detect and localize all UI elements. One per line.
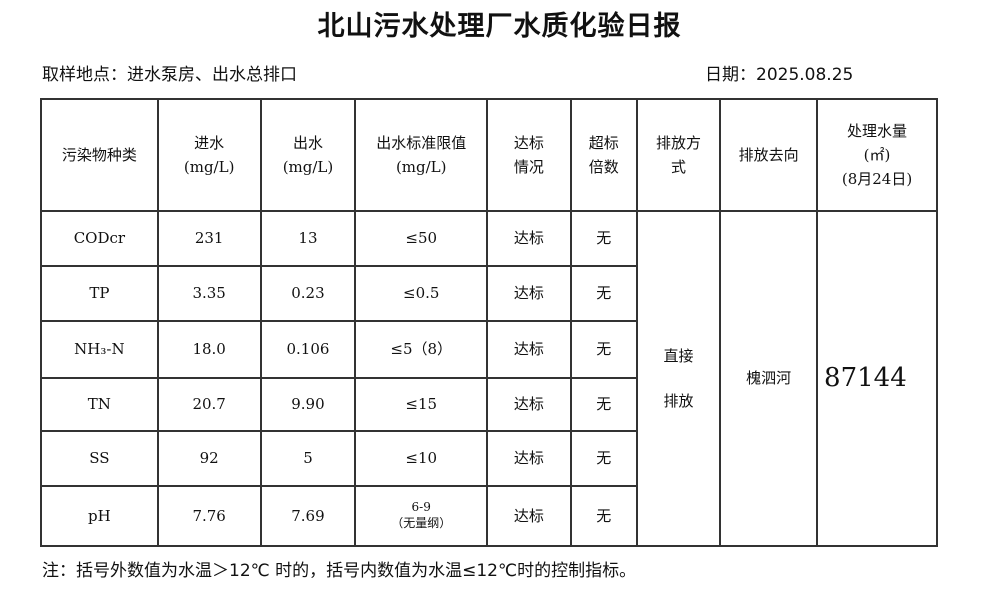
table-row: pH 7.76 7.69 6-9 （无量纲） 达标 无 xyxy=(40,485,937,547)
inflow-value: 18.0 xyxy=(156,320,262,379)
outflow-value: 13 xyxy=(259,210,357,267)
header-compliance: 达标 情况 xyxy=(486,98,572,212)
pollutant-name: SS xyxy=(40,430,159,487)
table-row: SS 92 5 ≤10 达标 无 xyxy=(40,430,937,487)
discharge-destination: 槐泗河 xyxy=(719,210,819,547)
header-outflow: 出水 (mg/L) xyxy=(259,98,357,212)
exceed-ratio: 无 xyxy=(569,377,638,432)
table-row: NH₃-N 18.0 0.106 ≤5（8） 达标 无 xyxy=(40,320,937,379)
exceed-ratio: 无 xyxy=(569,320,638,379)
outflow-value: 0.23 xyxy=(259,265,357,322)
footnote: 注：括号外数值为水温＞12℃ 时的，括号内数值为水温≤12℃时的控制指标。 xyxy=(42,561,637,581)
outflow-value: 7.69 xyxy=(259,485,357,547)
compliance-status: 达标 xyxy=(486,485,572,547)
inflow-value: 3.35 xyxy=(156,265,262,322)
outflow-value: 5 xyxy=(259,430,357,487)
outflow-value: 9.90 xyxy=(259,377,357,432)
header-exceed: 超标 倍数 xyxy=(569,98,638,212)
water-quality-table: 污染物种类 进水 (mg/L) 出水 (mg/L) 出水标准限值 (mg/L) 达标情… xyxy=(40,98,938,547)
header-volume: 处理水量 (㎡) (8月24日) xyxy=(816,98,938,212)
inflow-value: 231 xyxy=(156,210,262,267)
limit-value: ≤0.5 xyxy=(354,265,489,322)
header-method: 排放方式 xyxy=(635,98,722,212)
pollutant-name: pH xyxy=(40,485,159,547)
limit-value: ≤15 xyxy=(354,377,489,432)
header-limit: 出水标准限值 (mg/L) xyxy=(354,98,489,212)
header-row: 污染物种类 进水 (mg/L) 出水 (mg/L) 出水标准限值 (mg/L) 达标情… xyxy=(40,98,938,212)
compliance-status: 达标 xyxy=(486,430,572,487)
table-row: TN 20.7 9.90 ≤15 达标 无 xyxy=(40,377,937,432)
compliance-status: 达标 xyxy=(486,320,572,379)
outflow-value: 0.106 xyxy=(259,320,357,379)
limit-value: ≤10 xyxy=(354,430,489,487)
inflow-value: 7.76 xyxy=(156,485,262,547)
sampling-location: 取样地点：进水泵房、出水总排口 xyxy=(42,65,297,85)
limit-value: ≤5（8） xyxy=(354,320,489,379)
exceed-ratio: 无 xyxy=(569,430,638,487)
inflow-value: 20.7 xyxy=(156,377,262,432)
pollutant-name: TN xyxy=(40,377,159,432)
pollutant-name: CODcr xyxy=(40,210,159,267)
treated-volume: 87144 xyxy=(816,210,938,547)
header-pollutant: 污染物种类 xyxy=(40,98,159,212)
discharge-method: 直接 排放 xyxy=(635,210,722,547)
inflow-value: 92 xyxy=(156,430,262,487)
compliance-status: 达标 xyxy=(486,210,572,267)
header-destination: 排放去向 xyxy=(719,98,819,212)
compliance-status: 达标 xyxy=(486,265,572,322)
table-row: TP 3.35 0.23 ≤0.5 达标 无 xyxy=(40,265,937,322)
limit-value: 6-9 （无量纲） xyxy=(354,485,489,547)
limit-value: ≤50 xyxy=(354,210,489,267)
exceed-ratio: 无 xyxy=(569,210,638,267)
pollutant-name: TP xyxy=(40,265,159,322)
compliance-status: 达标 xyxy=(486,377,572,432)
header-inflow: 进水 (mg/L) xyxy=(156,98,262,212)
report-date: 日期：2025.08.25 xyxy=(705,65,854,85)
exceed-ratio: 无 xyxy=(569,485,638,547)
pollutant-name: NH₃-N xyxy=(40,320,159,379)
exceed-ratio: 无 xyxy=(569,265,638,322)
table-row: CODcr 231 13 ≤50 达标 无 直接 排放 槐泗河 87144 xyxy=(40,210,938,547)
report-title: 北山污水处理厂水质化验日报 xyxy=(317,11,682,42)
